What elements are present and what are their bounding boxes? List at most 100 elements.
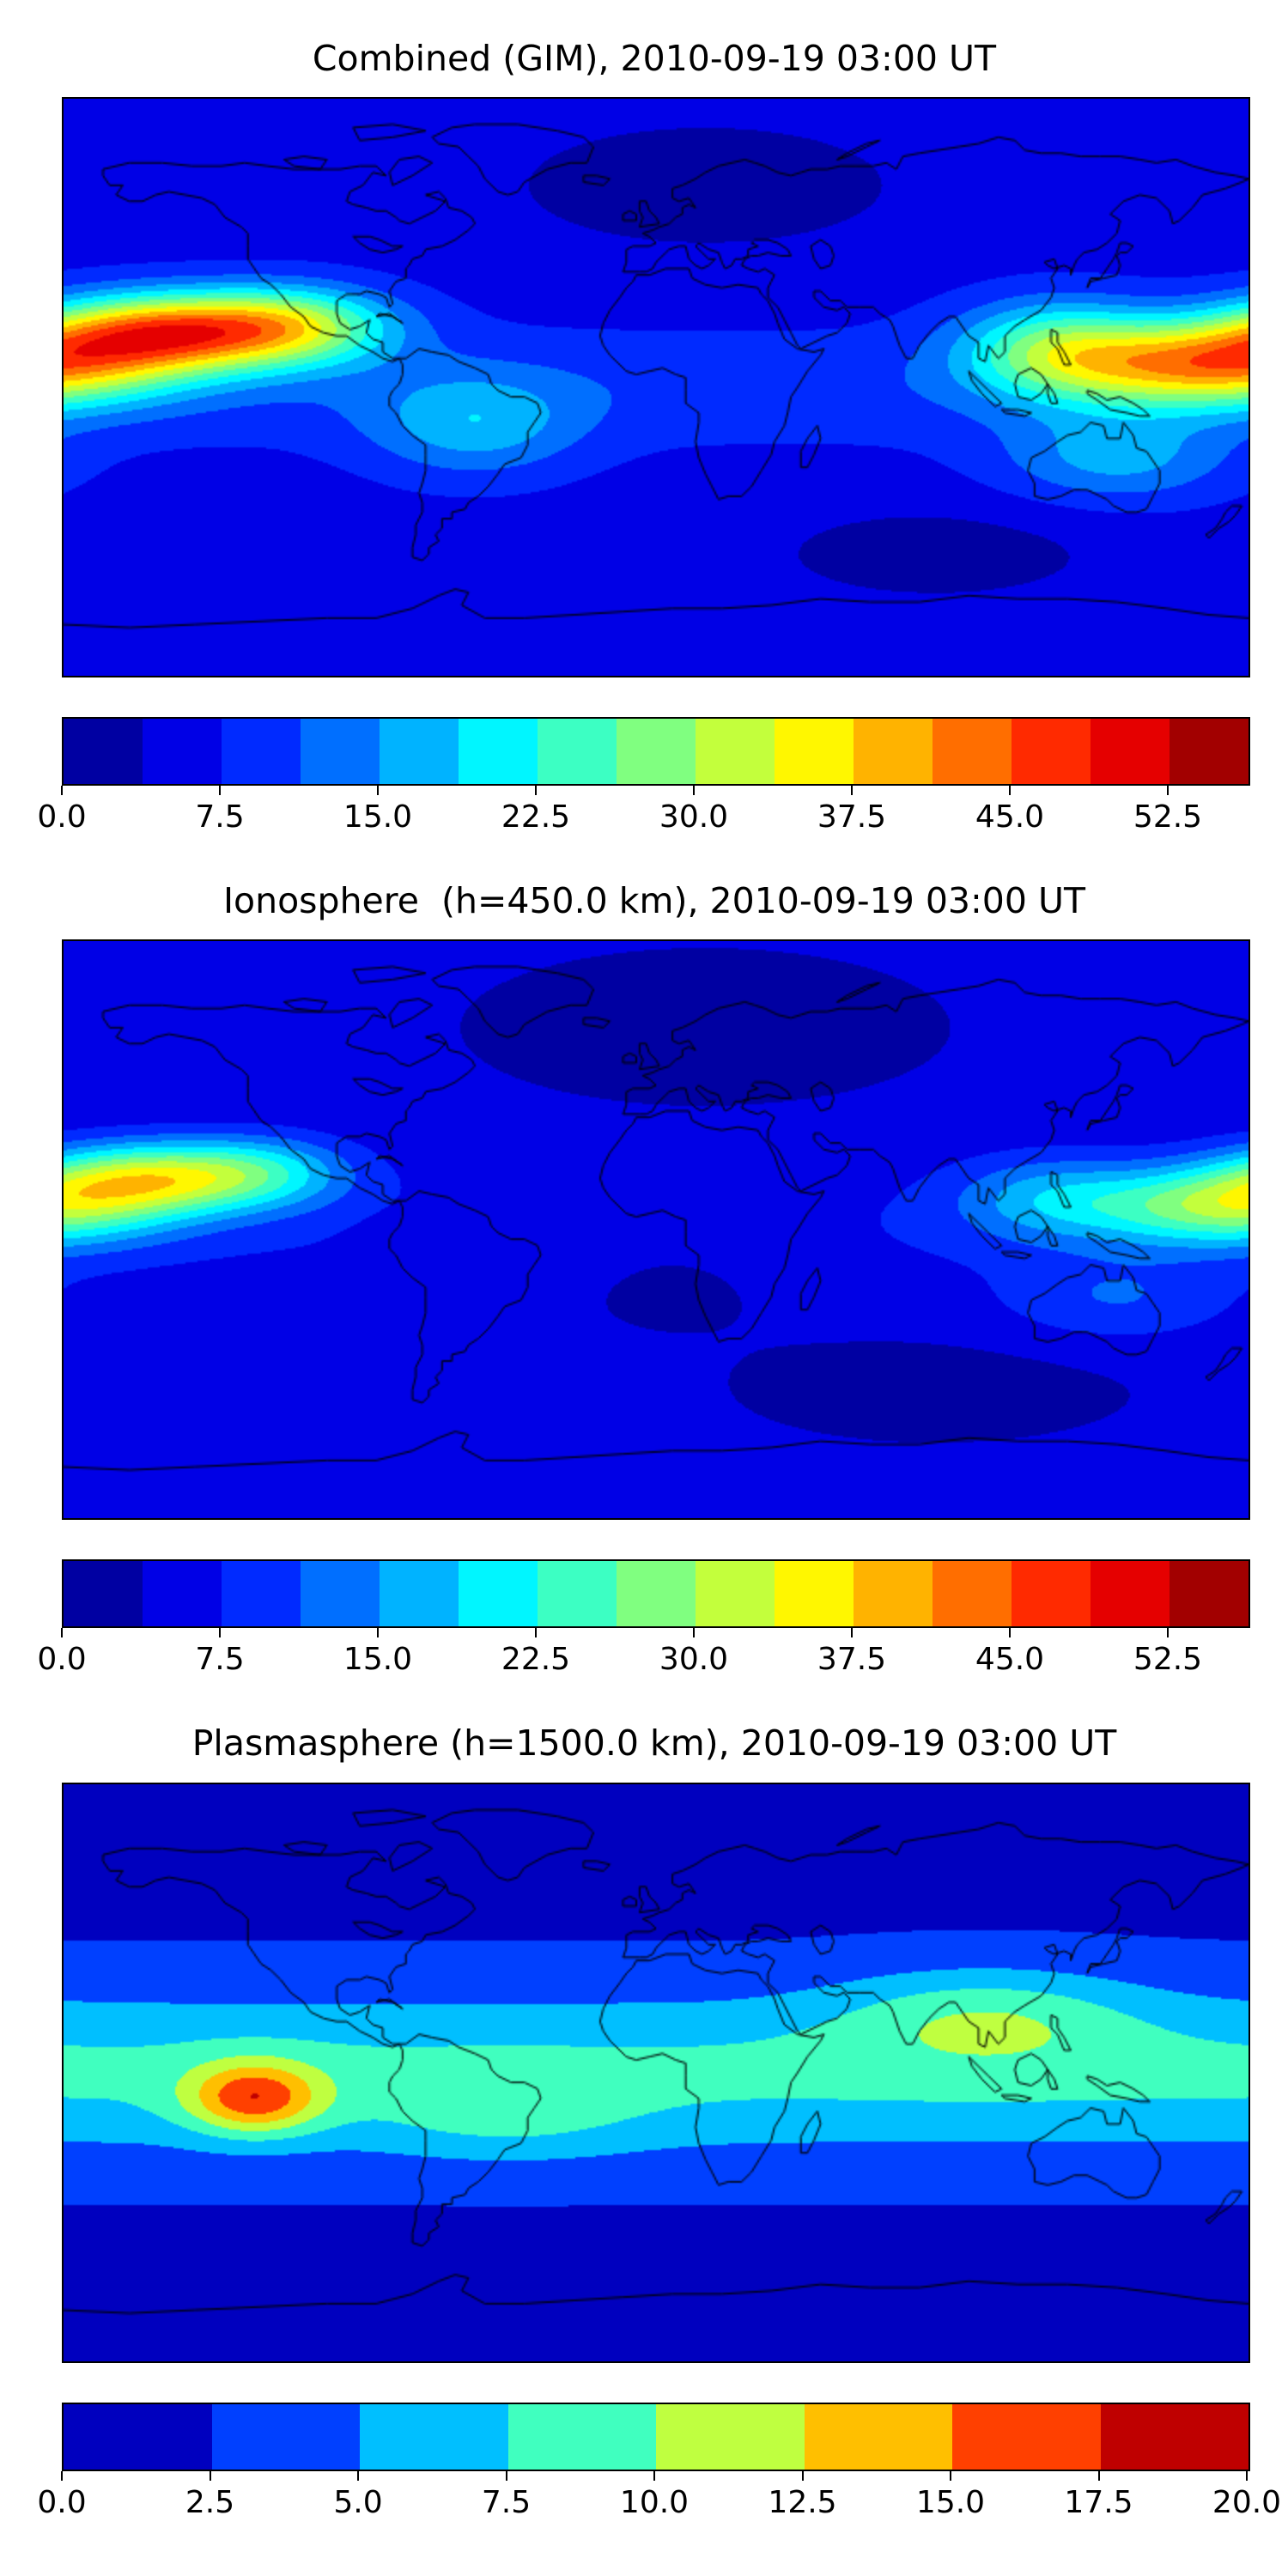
colorbar-segment <box>696 1561 775 1627</box>
colorbar-segment <box>1012 1561 1091 1627</box>
chart-title-combined: Combined (GIM), 2010-09-19 03:00 UT <box>312 38 997 79</box>
colorbar-ticks-plasmasphere: 0.0 2.5 5.0 7.5 10.0 12.5 15.0 17.5 20.0 <box>37 2470 1281 2528</box>
colorbar-tick-mark <box>950 2470 951 2481</box>
colorbar-tick-mark <box>1009 786 1011 796</box>
map-frame-ionosphere <box>62 939 1250 1521</box>
colorbar-segment <box>775 1561 854 1627</box>
colorbar-segment <box>1012 719 1091 785</box>
colorbar-segment <box>143 1561 222 1627</box>
colorbar-segment <box>804 2403 952 2470</box>
colorbar-tick-mark <box>209 2470 211 2481</box>
colorbar-tick-mark <box>357 2470 359 2481</box>
colorbar-plasmasphere <box>62 2402 1250 2471</box>
colorbar-segment <box>360 2403 508 2470</box>
colorbar-segment <box>1170 1561 1249 1627</box>
colorbar-segment <box>222 719 301 785</box>
colorbar-segment <box>380 719 459 785</box>
colorbar-tick-label: 17.5 <box>1064 2484 1133 2520</box>
colorbar-tick-label: 30.0 <box>659 1642 729 1678</box>
map-frame-plasmasphere <box>62 1782 1250 2363</box>
colorbar-tick-label: 22.5 <box>501 1642 571 1678</box>
colorbar-segment <box>211 2403 360 2470</box>
colorbar-segment <box>459 719 538 785</box>
colorbar-tick-mark <box>1097 2470 1100 2481</box>
colorbar-segment <box>696 719 775 785</box>
colorbar-tick-label: 37.5 <box>817 1642 887 1678</box>
colorbar-segment <box>952 2403 1101 2470</box>
colorbar-tick-mark <box>61 1628 63 1638</box>
colorbar-tick-mark <box>851 786 853 796</box>
colorbar-tick-label: 7.5 <box>195 1642 245 1678</box>
colorbar-tick-mark <box>693 786 695 796</box>
colorbar-tick-mark <box>219 1628 221 1638</box>
colorbar-segment <box>222 1561 301 1627</box>
colorbar-segment <box>538 719 617 785</box>
colorbar-segment <box>617 719 696 785</box>
colorbar-segment <box>380 1561 459 1627</box>
colorbar-tick-mark <box>505 2470 507 2481</box>
colorbar-segment <box>775 719 854 785</box>
colorbar-tick-mark <box>377 786 379 796</box>
colorbar-tick-label: 20.0 <box>1212 2484 1282 2520</box>
colorbar-ionosphere <box>62 1559 1250 1629</box>
colorbar-tick-label: 0.0 <box>37 799 87 835</box>
colorbar-tick-mark <box>535 1628 537 1638</box>
colorbar-tick-label: 15.0 <box>343 799 413 835</box>
colorbar-tick-label: 15.0 <box>915 2484 986 2520</box>
colorbar-tick-mark <box>851 1628 853 1638</box>
colorbar-segment <box>143 719 222 785</box>
colorbar-tick-mark <box>1246 2470 1248 2481</box>
colorbar-tick-label: 45.0 <box>975 799 1045 835</box>
map-frame-combined <box>62 97 1250 678</box>
colorbar-segment <box>507 2403 656 2470</box>
colorbar-ticks-ionosphere: 0.0 7.5 15.0 22.5 30.0 37.5 45.0 52.5 <box>37 1628 1247 1685</box>
colorbar-segment <box>1091 1561 1170 1627</box>
colorbar-tick-label: 30.0 <box>659 799 729 835</box>
colorbar-segment <box>459 1561 538 1627</box>
colorbar-segment <box>933 1561 1012 1627</box>
colorbar-tick-label: 22.5 <box>501 799 571 835</box>
world-map-ionosphere <box>62 939 1250 1521</box>
colorbar-segment <box>64 719 143 785</box>
colorbar-segment <box>1170 719 1249 785</box>
colorbar-tick-mark <box>219 786 221 796</box>
world-map-plasmasphere <box>62 1782 1250 2363</box>
colorbar-tick-label: 52.5 <box>1133 1642 1203 1678</box>
colorbar-segment <box>538 1561 617 1627</box>
colorbar-tick-label: 12.5 <box>768 2484 837 2520</box>
colorbar-tick-label: 45.0 <box>975 1642 1045 1678</box>
colorbar-tick-mark <box>801 2470 804 2481</box>
colorbar-segment <box>854 1561 933 1627</box>
colorbar-tick-label: 5.0 <box>333 2484 383 2520</box>
colorbar-segment <box>656 2403 805 2470</box>
colorbar-tick-label: 7.5 <box>481 2484 532 2520</box>
world-map-combined <box>62 97 1250 678</box>
colorbar-segment <box>617 1561 696 1627</box>
colorbar-tick-mark <box>1167 1628 1169 1638</box>
colorbar-tick-mark <box>535 786 537 796</box>
colorbar-tick-label: 10.0 <box>619 2484 690 2520</box>
colorbar-tick-label: 37.5 <box>817 799 887 835</box>
colorbar-tick-mark <box>61 786 63 796</box>
colorbar-tick-label: 15.0 <box>343 1642 413 1678</box>
colorbar-segment <box>854 719 933 785</box>
colorbar-segment <box>64 1561 143 1627</box>
colorbar-tick-mark <box>377 1628 379 1638</box>
panel-plasmasphere: Plasmasphere (h=1500.0 km), 2010-09-19 0… <box>0 1685 1288 2527</box>
colorbar-segment <box>1091 719 1170 785</box>
colorbar-tick-label: 52.5 <box>1133 799 1203 835</box>
colorbar-combined <box>62 717 1250 787</box>
colorbar-tick-mark <box>61 2470 63 2481</box>
chart-title-ionosphere: Ionosphere (h=450.0 km), 2010-09-19 03:0… <box>222 880 1086 922</box>
colorbar-segment <box>1100 2403 1249 2470</box>
panel-ionosphere: Ionosphere (h=450.0 km), 2010-09-19 03:0… <box>0 842 1288 1685</box>
chart-title-plasmasphere: Plasmasphere (h=1500.0 km), 2010-09-19 0… <box>191 1722 1117 1765</box>
colorbar-tick-label: 7.5 <box>195 799 245 835</box>
colorbar-segment <box>933 719 1012 785</box>
colorbar-tick-label: 0.0 <box>37 1642 87 1678</box>
colorbar-tick-mark <box>1167 786 1169 796</box>
panel-combined-gim: Combined (GIM), 2010-09-19 03:00 UT 0.0 7… <box>0 0 1288 842</box>
colorbar-tick-label: 0.0 <box>37 2484 87 2520</box>
colorbar-segment <box>301 1561 380 1627</box>
colorbar-tick-mark <box>693 1628 695 1638</box>
